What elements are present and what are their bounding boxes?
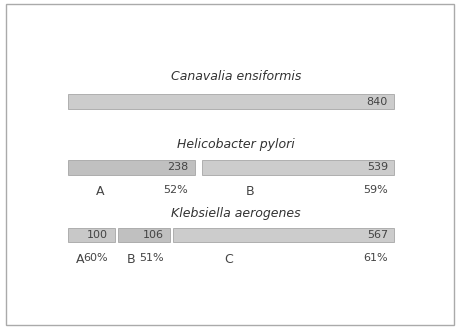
Text: 539: 539 <box>366 163 387 172</box>
Text: 106: 106 <box>142 230 163 240</box>
Text: 238: 238 <box>167 163 188 172</box>
Text: B: B <box>126 253 135 266</box>
Text: 100: 100 <box>87 230 108 240</box>
Text: C: C <box>224 253 233 266</box>
Text: 840: 840 <box>366 96 387 107</box>
Text: 567: 567 <box>366 230 387 240</box>
Text: 52%: 52% <box>163 185 188 195</box>
Text: A: A <box>75 253 84 266</box>
FancyBboxPatch shape <box>202 160 393 175</box>
Text: 60%: 60% <box>84 253 108 263</box>
FancyBboxPatch shape <box>68 94 393 109</box>
Text: Helicobacter pylori: Helicobacter pylori <box>177 138 294 151</box>
Text: 59%: 59% <box>363 185 387 195</box>
Text: 51%: 51% <box>139 253 163 263</box>
FancyBboxPatch shape <box>68 228 114 242</box>
Text: A: A <box>95 185 104 198</box>
Text: Klebsiella aerogenes: Klebsiella aerogenes <box>171 207 300 219</box>
Text: B: B <box>245 185 254 198</box>
FancyBboxPatch shape <box>118 228 169 242</box>
FancyBboxPatch shape <box>173 228 393 242</box>
Text: Canavalia ensiformis: Canavalia ensiformis <box>170 70 300 83</box>
FancyBboxPatch shape <box>68 160 194 175</box>
Text: 61%: 61% <box>363 253 387 263</box>
